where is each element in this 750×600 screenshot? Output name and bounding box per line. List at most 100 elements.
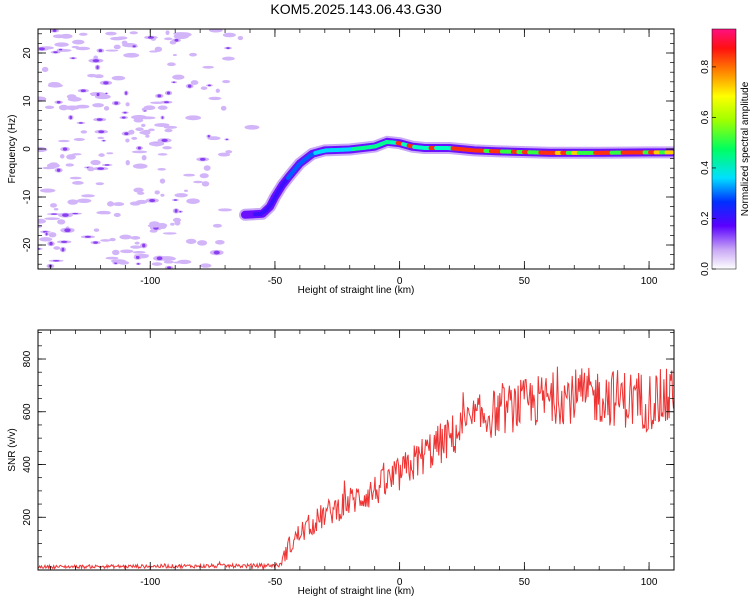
noise-blob [125,159,130,166]
noise-blob [212,223,222,228]
noise-blob [113,212,121,218]
noise-blob [129,201,141,206]
noise-blob [73,137,85,141]
noise-blob-core [45,232,48,236]
noise-blob-core [64,228,71,233]
noise-blob [215,239,225,245]
spectrogram-ylabel: Frequency (Hz) [7,115,18,184]
noise-blob-core [135,255,140,260]
noise-blob-core [163,101,170,104]
colorbar-tick-label: 0.8 [700,60,711,74]
noise-blob [125,102,130,107]
noise-blob [44,217,60,221]
noise-blob [44,105,55,110]
noise-blob [134,241,140,245]
noise-blob [139,116,156,120]
noise-blob [203,165,211,171]
noise-blob [39,237,53,242]
noise-blob [78,32,88,36]
noise-blob [130,245,142,249]
noise-blob-core [96,92,100,97]
noise-blob [200,86,208,90]
y-tick-label: 600 [22,403,33,420]
noise-blob [53,246,61,250]
colorbar-frame [711,28,737,270]
colorbar: 0.0 0.2 0.4 0.6 0.8 Normalized spectral ampl… [700,28,750,276]
noise-blob [57,219,66,225]
x-tick-label: 0 [397,577,403,588]
noise-blob-core [80,89,86,93]
noise-blob [202,65,215,69]
noise-blob-core [93,241,98,244]
noise-blob [217,152,231,157]
noise-blob-core [38,47,45,51]
noise-blob [222,56,235,61]
y-tick-label: -20 [22,237,33,252]
noise-blob [172,74,185,80]
noise-blob [131,150,148,154]
noise-blob [186,198,200,204]
noise-blob [65,163,74,167]
noise-blob-core [53,51,58,54]
noise-blob [38,146,48,153]
noise-blob [189,52,197,57]
noise-blob [131,136,138,140]
noise-blob [49,203,58,208]
x-tick-label: 0 [397,276,403,287]
noise-blob-core [167,266,172,269]
noise-blob [162,232,177,235]
noise-blob-core [71,57,75,60]
noise-blob [38,96,47,102]
noise-blob [81,194,95,198]
noise-blob-core [137,262,140,265]
noise-blob [38,224,43,228]
noise-blob-core [78,122,83,124]
noise-blob [106,152,114,155]
noise-blob [48,232,57,238]
y-tick-label: 10 [22,95,33,107]
noise-blob [103,106,110,111]
noise-blob [164,37,173,41]
x-tick-label: -50 [268,276,283,287]
snr-marks [38,366,674,570]
noise-blob [105,256,119,260]
noise-blob [164,128,173,133]
noise-blob [157,105,168,110]
noise-blob-core [173,199,178,201]
noise-blob [183,189,189,192]
noise-blob [244,124,260,130]
noise-blob [215,88,220,93]
noise-blob [225,150,233,154]
noise-blob [173,32,188,36]
noise-blob [208,96,222,101]
noise-blob [208,29,223,33]
noise-blob [172,54,177,57]
noise-blob-core [114,101,119,105]
noise-blob [112,202,125,207]
noise-blob-core [142,243,146,248]
noise-blob-core [132,45,136,48]
noise-blob [75,46,91,51]
noise-blob [119,234,132,240]
y-tick-label: 400 [22,456,33,473]
noise-blob [159,178,166,184]
noise-blob [41,66,49,73]
colorbar-tick-label: 0.6 [700,110,711,124]
noise-blob-core [96,118,103,121]
noise-blob [87,167,95,172]
noise-blob-core [58,48,63,51]
noise-blob [218,208,232,212]
noise-blob [152,142,162,147]
noise-blob-core [213,250,220,255]
snr-ylabel: SNR (v/v) [7,428,18,471]
noise-blob-core [137,146,142,150]
noise-blob-core [121,116,126,119]
noise-blob-core [72,212,79,215]
noise-blob-core [172,81,176,83]
noise-blob [185,115,202,121]
noise-blob [157,167,166,171]
noise-blob [135,127,144,132]
spectrogram-xlabel: Height of straight line (km) [298,285,415,296]
noise-blob [199,263,212,268]
